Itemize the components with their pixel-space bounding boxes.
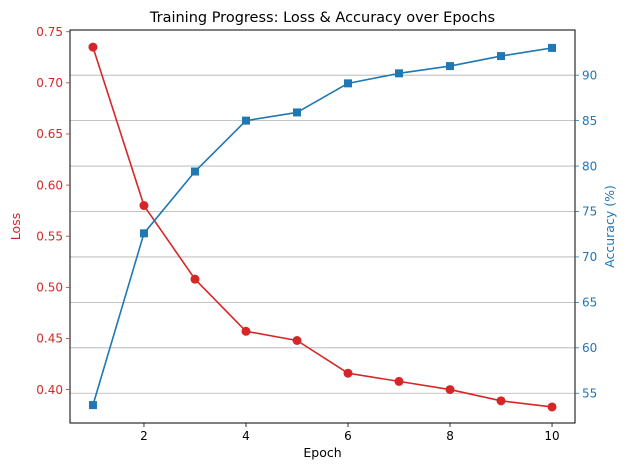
left-y-tick-label: 0.55 (36, 229, 63, 243)
accuracy-series-line (92, 47, 553, 406)
right-y-tick-label: 85 (582, 114, 597, 128)
accuracy-data-point (344, 79, 353, 88)
grid-layer (70, 74, 575, 394)
right-y-tick-label: 75 (582, 205, 597, 219)
loss-series-line (92, 46, 553, 408)
left-y-tick-label: 0.40 (36, 383, 63, 397)
x-tick-label: 2 (140, 429, 148, 443)
x-tick-label: 10 (544, 429, 559, 443)
right-y-tick-label: 90 (582, 68, 597, 82)
right-axis-label: Accuracy (%) (602, 185, 617, 268)
loss-data-point (241, 326, 251, 336)
left-y-tick-label: 0.70 (36, 76, 63, 90)
left-y-tick-label: 0.45 (36, 332, 63, 346)
x-tick-label: 6 (344, 429, 352, 443)
left-y-tick-label: 0.65 (36, 127, 63, 141)
right-y-tick-label: 55 (582, 386, 597, 400)
accuracy-data-point (88, 401, 97, 410)
loss-data-point (496, 396, 506, 406)
series-layer (88, 42, 557, 412)
loss-data-point (190, 274, 200, 284)
right-y-tick-label: 60 (582, 341, 597, 355)
accuracy-data-point (241, 116, 250, 125)
accuracy-data-point (497, 52, 506, 61)
accuracy-data-point (446, 62, 455, 71)
accuracy-data-point (548, 43, 557, 52)
left-y-tick-label: 0.60 (36, 178, 63, 192)
x-tick-label: 8 (446, 429, 454, 443)
loss-data-point (547, 402, 557, 412)
x-axis-label: Epoch (303, 445, 341, 460)
accuracy-data-point (190, 167, 199, 176)
x-tick-label: 4 (242, 429, 250, 443)
left-y-tick-label: 0.50 (36, 281, 63, 295)
plot-frame (69, 29, 576, 424)
right-y-tick-label: 70 (582, 250, 597, 264)
loss-data-point (445, 385, 455, 395)
loss-data-point (88, 42, 98, 52)
loss-data-point (139, 201, 149, 211)
accuracy-data-point (139, 229, 148, 238)
loss-data-point (343, 368, 353, 378)
left-axis-label: Loss (8, 213, 23, 240)
right-y-tick-label: 65 (582, 296, 597, 310)
right-y-tick-label: 80 (582, 159, 597, 173)
loss-data-point (292, 335, 302, 345)
accuracy-data-point (395, 69, 404, 78)
accuracy-data-point (292, 108, 301, 117)
chart-title: Training Progress: Loss & Accuracy over … (149, 10, 495, 26)
loss-data-point (394, 376, 404, 386)
axes-layer: 2 4 6 8 10 0.40 0.45 0.50 0.55 0.60 0.65 0.70 0.75 55… (36, 25, 597, 443)
left-y-tick-label: 0.75 (36, 25, 63, 39)
